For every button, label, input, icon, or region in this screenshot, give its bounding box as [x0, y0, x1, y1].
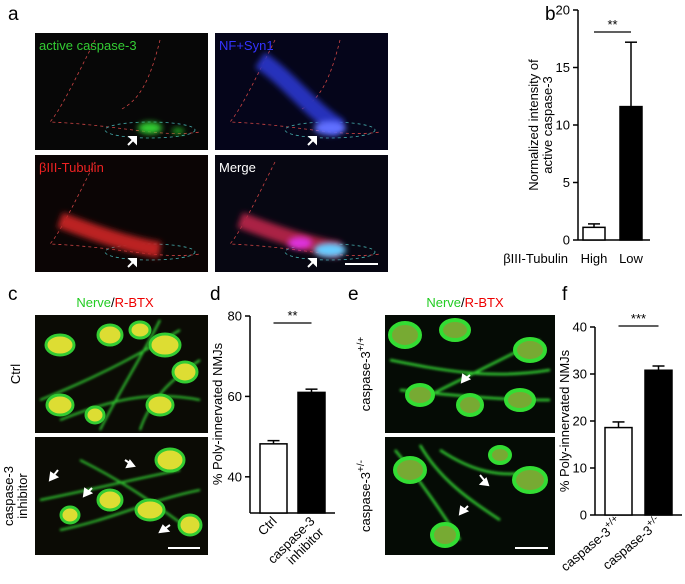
- micrograph-a: [35, 33, 388, 272]
- y-tick-label: 15: [556, 60, 570, 75]
- text-part: +/-: [356, 460, 367, 472]
- bar: [644, 369, 673, 516]
- y-axis-label: active caspase-3: [540, 76, 555, 174]
- image-label: NF+Syn1: [219, 38, 274, 53]
- y-tick-label: 80: [228, 309, 242, 324]
- text-part: +/+: [356, 337, 367, 352]
- image-label: Merge: [219, 160, 256, 175]
- panel-letter: e: [348, 284, 359, 305]
- y-tick-label: 40: [573, 320, 587, 335]
- panel-letter: a: [8, 4, 19, 25]
- significance-label: **: [607, 17, 617, 32]
- text-part: Nerve: [76, 295, 111, 310]
- bar: [604, 426, 633, 516]
- panel-letter: b: [545, 4, 556, 25]
- text-part: caspase-3: [358, 472, 373, 532]
- panel-letter: c: [8, 284, 18, 305]
- y-axis-label: % Poly-innervated NMJs: [557, 349, 572, 492]
- row-label: caspase-3+/-: [356, 460, 373, 532]
- y-tick-label: 40: [228, 469, 242, 484]
- image-label: active caspase-3: [39, 38, 137, 53]
- x-tick-label: Low: [619, 251, 643, 266]
- micrograph-c: [35, 315, 208, 555]
- micrograph-e: [385, 315, 555, 555]
- text-part: caspase-3: [358, 351, 373, 411]
- text-part: R-BTX: [465, 295, 504, 310]
- y-tick-label: 0: [563, 233, 570, 248]
- y-tick-label: 30: [573, 367, 587, 382]
- bar: [582, 226, 606, 241]
- panel-title: Nerve/R-BTX: [426, 295, 504, 310]
- y-tick-label: 0: [580, 508, 587, 523]
- significance-label: **: [287, 308, 297, 323]
- text-part: Nerve: [426, 295, 461, 310]
- y-tick-label: 20: [556, 3, 570, 18]
- x-tick-label: Ctrl: [255, 513, 280, 538]
- y-tick-label: 60: [228, 389, 242, 404]
- y-axis-label: Normalized intensity of: [526, 59, 541, 191]
- text-part: /: [461, 295, 465, 310]
- y-tick-label: 5: [563, 175, 570, 190]
- panel-letter: d: [210, 284, 221, 305]
- image-label: βIII-Tubulin: [39, 160, 104, 175]
- bar: [259, 443, 288, 514]
- x-tick-label: High: [581, 251, 608, 266]
- y-tick-label: 10: [556, 118, 570, 133]
- y-axis-label: % Poly-innervated NMJs: [210, 342, 225, 485]
- panel-title: Nerve/R-BTX: [76, 295, 154, 310]
- significance-label: ***: [631, 311, 646, 326]
- row-label: caspase-3: [1, 466, 16, 526]
- y-tick-label: 20: [573, 414, 587, 429]
- x-axis-label: βIII-Tubulin: [503, 251, 568, 266]
- bar: [297, 391, 326, 514]
- row-label: Ctrl: [8, 364, 23, 384]
- text-part: R-BTX: [115, 295, 154, 310]
- bar: [619, 105, 643, 241]
- row-label: inhibitor: [15, 473, 30, 519]
- text-part: /: [111, 295, 115, 310]
- panel-letter: f: [562, 284, 568, 305]
- row-label: caspase-3+/+: [356, 337, 373, 412]
- y-tick-label: 10: [573, 461, 587, 476]
